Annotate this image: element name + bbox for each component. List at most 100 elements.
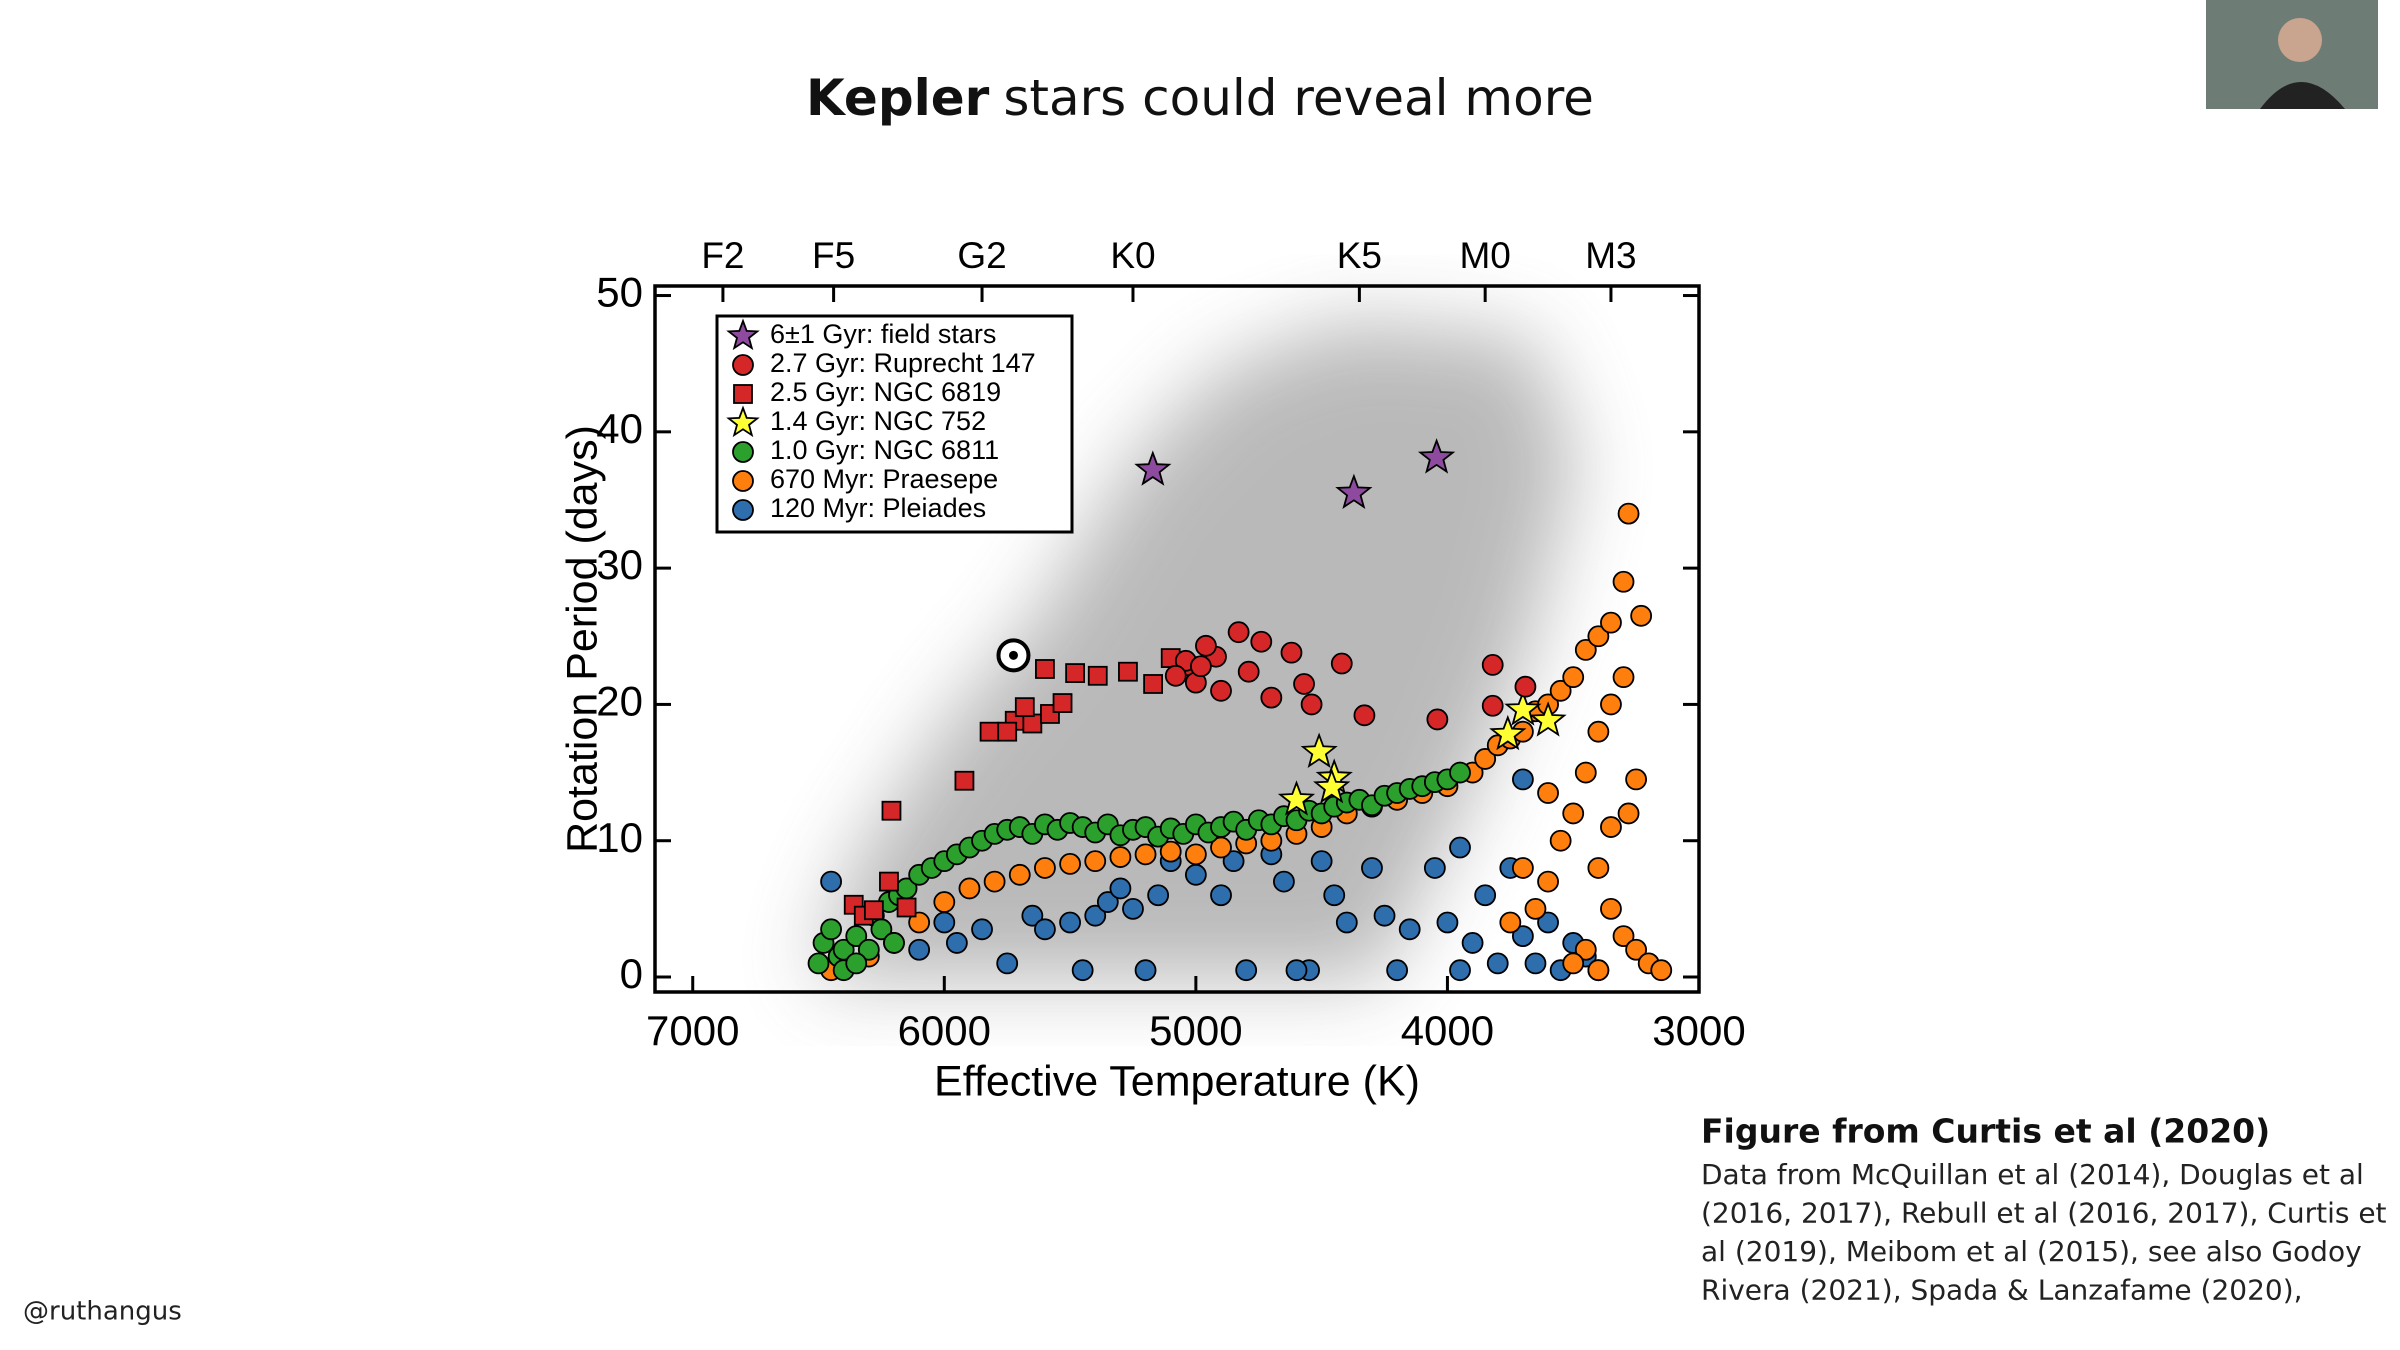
circle-marker <box>1549 829 1572 852</box>
circle-marker <box>1285 959 1308 982</box>
circle-marker <box>1195 634 1217 657</box>
square-marker <box>979 721 1000 742</box>
circle-marker <box>1189 655 1212 678</box>
circle-marker <box>1512 768 1534 791</box>
y-tick-label: 10 <box>596 814 643 861</box>
circle-marker <box>933 911 956 934</box>
circle-marker <box>1184 863 1207 886</box>
circle-marker <box>1537 870 1559 893</box>
circle-marker <box>1587 959 1610 982</box>
circle-marker <box>845 925 868 948</box>
circle-marker <box>1134 843 1157 866</box>
circle-marker <box>732 470 754 492</box>
circle-marker <box>1625 938 1648 961</box>
circle-marker <box>1449 836 1471 859</box>
y-axis-label: Rotation Period (days) <box>558 425 606 853</box>
circle-marker <box>996 952 1019 975</box>
circle-marker <box>1625 768 1648 791</box>
title-bold: Kepler <box>806 69 990 127</box>
circle-marker <box>1512 857 1534 879</box>
circle-marker <box>1109 846 1132 868</box>
circle-marker <box>1650 959 1673 982</box>
circle-marker <box>1524 952 1547 975</box>
square-marker <box>954 770 975 791</box>
circle-marker <box>933 891 956 913</box>
circle-marker <box>971 918 993 941</box>
circle-marker <box>1562 666 1585 689</box>
circle-marker <box>1562 802 1585 825</box>
circle-marker <box>1481 653 1504 676</box>
circle-marker <box>1574 938 1597 961</box>
star-marker <box>726 318 760 351</box>
square-marker <box>1035 659 1055 679</box>
circle-marker <box>1574 761 1597 784</box>
plot-frame <box>653 284 1701 994</box>
circle-marker <box>883 932 905 954</box>
square-marker <box>1014 697 1035 718</box>
y-tick-label: 50 <box>596 269 643 316</box>
circle-marker <box>945 932 968 954</box>
circle-marker <box>1235 959 1258 982</box>
circle-marker <box>1084 850 1107 873</box>
circle-marker <box>1587 720 1610 743</box>
star-marker <box>1335 473 1373 509</box>
square-marker <box>1052 693 1073 713</box>
webcam-person-body <box>2260 82 2345 109</box>
circle-marker <box>1034 918 1056 941</box>
circle-marker <box>908 938 931 961</box>
square-marker <box>881 800 902 821</box>
square-marker <box>733 384 753 404</box>
x2-tick-label: F2 <box>701 235 744 276</box>
square-marker <box>997 721 1018 742</box>
circle-marker <box>1335 911 1358 934</box>
y-tick-label: 20 <box>596 678 643 725</box>
circle-marker <box>1310 850 1333 873</box>
slide-title: Kepler stars could reveal more <box>806 69 1594 127</box>
legend-label: 1.0 Gyr: NGC 6811 <box>770 435 999 465</box>
legend-label: 1.4 Gyr: NGC 752 <box>770 406 986 436</box>
square-marker <box>896 897 917 918</box>
circle-marker <box>807 952 830 975</box>
circle-marker <box>1537 911 1559 934</box>
caption-line: Data from McQuillan et al (2014), Dougla… <box>1701 1158 2364 1191</box>
circle-marker <box>820 870 842 893</box>
circle-marker <box>1361 857 1383 879</box>
circle-marker <box>857 938 880 961</box>
circle-marker <box>1612 925 1635 948</box>
circle-marker <box>1059 852 1081 875</box>
circle-marker <box>1587 625 1610 648</box>
circle-marker <box>1021 904 1044 927</box>
x-tick-label: 7000 <box>646 1007 739 1054</box>
circle-marker <box>1059 911 1081 934</box>
x2-tick-label: K0 <box>1110 235 1155 276</box>
circle-marker <box>1449 959 1471 982</box>
x2-tick-label: M3 <box>1585 235 1636 276</box>
caption-line: al (2019), Meibom et al (2015), see also… <box>1701 1235 2362 1268</box>
square-marker <box>1065 663 1086 683</box>
circle-marker <box>732 499 754 521</box>
density-shading <box>811 321 1577 980</box>
star-marker <box>1134 450 1172 486</box>
circle-marker <box>732 441 754 463</box>
circle-marker <box>1524 897 1547 920</box>
circle-marker <box>1008 863 1031 886</box>
circle-marker <box>1210 884 1232 907</box>
circle-marker <box>1499 911 1522 934</box>
circle-marker <box>1227 621 1250 644</box>
circle-marker <box>1096 891 1119 913</box>
circle-marker <box>1512 925 1534 948</box>
square-marker <box>1118 661 1138 682</box>
circle-marker <box>1260 686 1283 709</box>
circle-marker <box>1612 666 1635 689</box>
plot: 7000 6000 5000 4000 3000 F2 F5 G2 K0 K5 M0 M3 0 10 20 3… <box>558 235 1745 1106</box>
circle-marker <box>1474 884 1497 907</box>
x-tick-label: 4000 <box>1401 1007 1494 1054</box>
circle-marker <box>1147 884 1170 907</box>
legend-label: 6±1 Gyr: field stars <box>770 319 996 349</box>
circle-marker <box>1353 704 1376 727</box>
x-tick-label: 6000 <box>898 1007 991 1054</box>
circle-marker <box>1630 604 1653 627</box>
square-marker <box>1087 665 1108 686</box>
circle-marker <box>1273 870 1295 893</box>
circle-marker <box>1293 673 1315 695</box>
